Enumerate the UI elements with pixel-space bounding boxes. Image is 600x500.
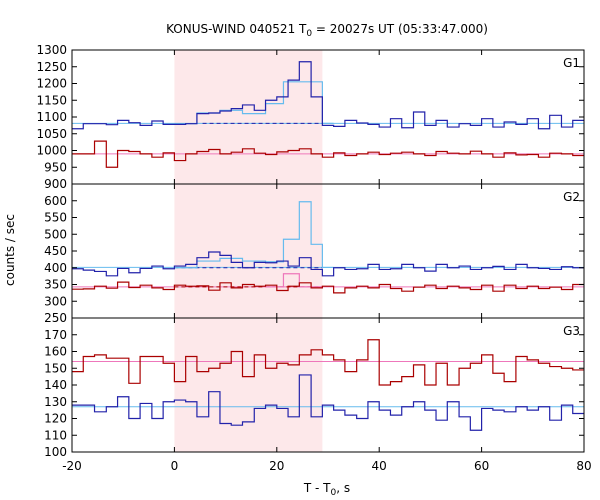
highlight-band <box>174 50 323 452</box>
axes-layer: 9009501000105011001150120012501300G12503… <box>36 43 591 473</box>
g3-ytick-label: 170 <box>44 328 67 342</box>
g3-ytick-label: 130 <box>44 395 67 409</box>
g1-ytick-label: 900 <box>44 177 67 191</box>
g3-panel-frame <box>71 317 585 453</box>
g2-ytick-label: 450 <box>44 244 67 258</box>
g1-ytick-label: 1000 <box>36 144 67 158</box>
g1-ytick-label: 1250 <box>36 60 67 74</box>
g3-ytick-label: 110 <box>44 428 67 442</box>
xtick-label: -20 <box>62 459 82 473</box>
g3-blue-light-curve <box>72 374 584 431</box>
xtick-label: 80 <box>576 459 591 473</box>
g1-ytick-label: 1050 <box>36 127 67 141</box>
g1-ytick-label: 950 <box>44 160 67 174</box>
g1-blue-light-curve <box>72 61 584 130</box>
g3-ytick-label: 140 <box>44 378 67 392</box>
g2-model-step-0 <box>174 201 334 269</box>
g1-ytick-label: 1200 <box>36 77 67 91</box>
g2-blue-light-curve <box>72 251 584 277</box>
g3-panel-label: G3 <box>563 324 580 338</box>
g2-ytick-label: 600 <box>44 194 67 208</box>
g1-model-step-0 <box>174 81 334 125</box>
x-axis-label: T - T0, s <box>303 481 350 498</box>
g1-panel-label: G1 <box>563 56 580 70</box>
y-axis-label: counts / sec <box>3 214 17 286</box>
g2-model-step-1 <box>265 273 323 288</box>
g3-red-light-curve <box>72 339 584 386</box>
chart-title: KONUS-WIND 040521 T0 = 20027s UT (05:33:… <box>166 22 488 39</box>
g3-ytick-label: 120 <box>44 412 67 426</box>
xtick-label: 60 <box>474 459 489 473</box>
g1-panel-frame <box>71 49 585 185</box>
g2-ytick-label: 250 <box>44 311 67 325</box>
g1-red-light-curve <box>72 140 584 168</box>
g2-ytick-label: 500 <box>44 227 67 241</box>
g3-ytick-label: 160 <box>44 345 67 359</box>
g2-ytick-label: 400 <box>44 261 67 275</box>
g1-ytick-label: 1100 <box>36 110 67 124</box>
g2-ytick-label: 300 <box>44 294 67 308</box>
g3-ytick-label: 100 <box>44 445 67 459</box>
burst-interval-highlight <box>174 50 323 452</box>
background-fit-layer <box>72 122 584 408</box>
xtick-label: 40 <box>372 459 387 473</box>
g3-ytick-label: 150 <box>44 361 67 375</box>
light-curve-layer <box>72 61 584 431</box>
g2-red-light-curve <box>72 281 584 294</box>
g1-ytick-label: 1150 <box>36 93 67 107</box>
g1-ytick-label: 1300 <box>36 43 67 57</box>
g2-panel-frame <box>71 183 585 319</box>
g2-panel-label: G2 <box>563 190 580 204</box>
xtick-label: 0 <box>171 459 179 473</box>
g2-ytick-label: 550 <box>44 211 67 225</box>
xtick-label: 20 <box>269 459 284 473</box>
g2-ytick-label: 350 <box>44 278 67 292</box>
